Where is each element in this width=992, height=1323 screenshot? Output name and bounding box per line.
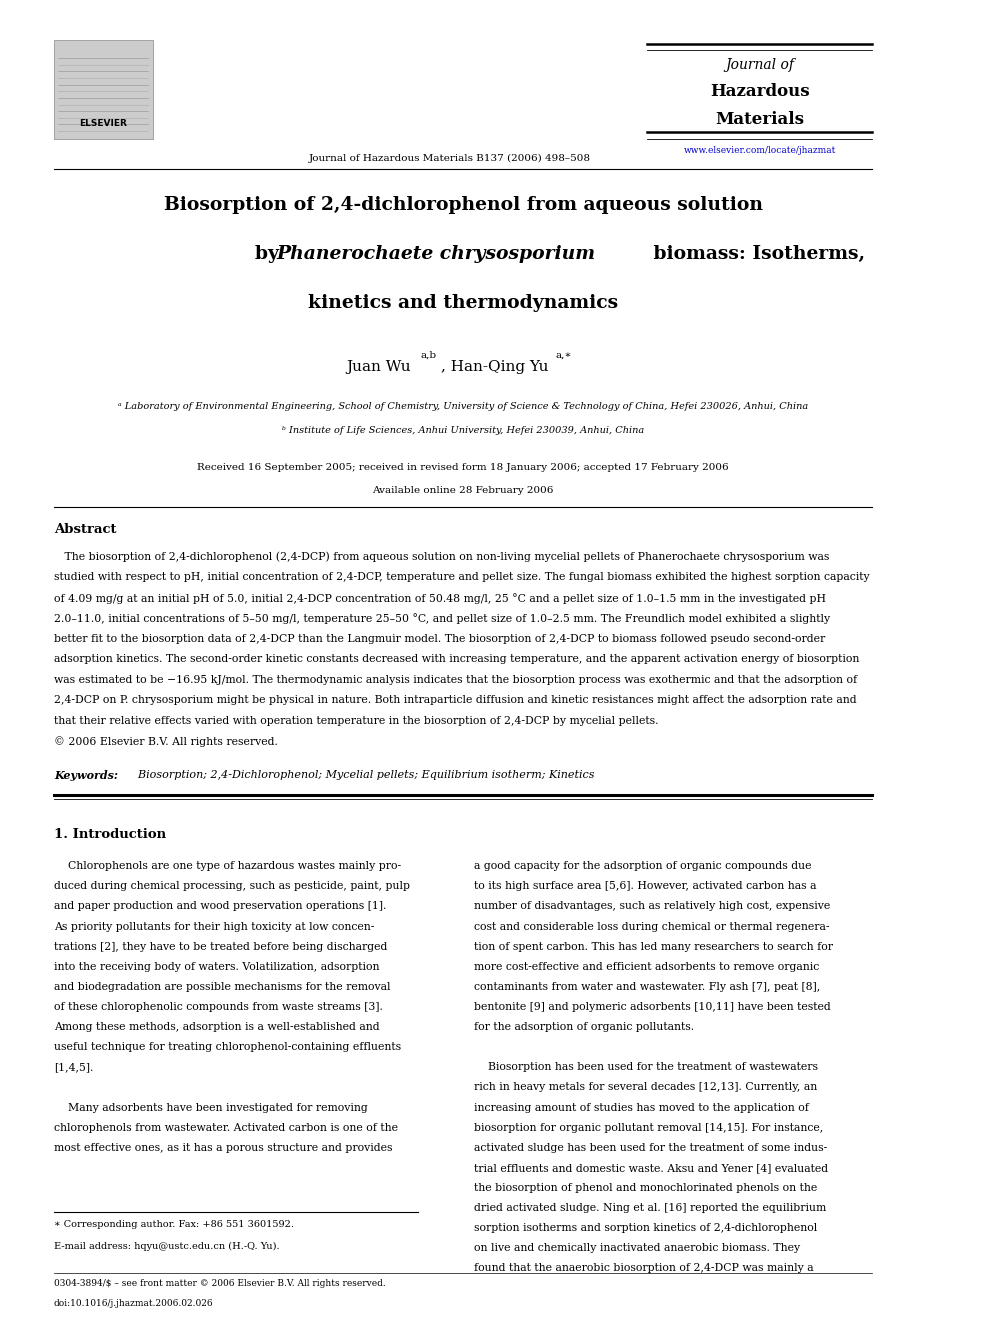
Text: kinetics and thermodynamics: kinetics and thermodynamics — [308, 294, 618, 312]
Text: most effective ones, as it has a porous structure and provides: most effective ones, as it has a porous … — [54, 1143, 393, 1152]
Text: Among these methods, adsorption is a well-established and: Among these methods, adsorption is a wel… — [54, 1023, 380, 1032]
Text: Journal of Hazardous Materials B137 (2006) 498–508: Journal of Hazardous Materials B137 (200… — [309, 153, 590, 163]
Text: that their relative effects varied with operation temperature in the biosorption: that their relative effects varied with … — [54, 716, 659, 726]
Text: more cost-effective and efficient adsorbents to remove organic: more cost-effective and efficient adsorb… — [474, 962, 819, 972]
Text: trial effluents and domestic waste. Aksu and Yener [4] evaluated: trial effluents and domestic waste. Aksu… — [474, 1163, 828, 1174]
Text: by: by — [255, 245, 286, 263]
Text: of these chlorophenolic compounds from waste streams [3].: of these chlorophenolic compounds from w… — [54, 1002, 383, 1012]
Text: contaminants from water and wastewater. Fly ash [7], peat [8],: contaminants from water and wastewater. … — [474, 982, 820, 992]
Text: increasing amount of studies has moved to the application of: increasing amount of studies has moved t… — [474, 1102, 808, 1113]
Text: Juan Wu: Juan Wu — [346, 360, 411, 374]
Text: Biosorption has been used for the treatment of wastewaters: Biosorption has been used for the treatm… — [474, 1062, 817, 1073]
Text: found that the anaerobic biosorption of 2,4-DCP was mainly a: found that the anaerobic biosorption of … — [474, 1263, 813, 1274]
Text: studied with respect to pH, initial concentration of 2,4-DCP, temperature and pe: studied with respect to pH, initial conc… — [54, 573, 870, 582]
Text: Many adsorbents have been investigated for removing: Many adsorbents have been investigated f… — [54, 1102, 368, 1113]
Text: ELSEVIER: ELSEVIER — [79, 119, 127, 128]
Text: doi:10.1016/j.jhazmat.2006.02.026: doi:10.1016/j.jhazmat.2006.02.026 — [54, 1299, 213, 1308]
Text: was estimated to be −16.95 kJ/mol. The thermodynamic analysis indicates that the: was estimated to be −16.95 kJ/mol. The t… — [54, 675, 857, 685]
Text: 2,4-DCP on P. chrysosporium might be physical in nature. Both intraparticle diff: 2,4-DCP on P. chrysosporium might be phy… — [54, 696, 856, 705]
Text: Biosorption; 2,4-Dichlorophenol; Mycelial pellets; Equilibrium isotherm; Kinetic: Biosorption; 2,4-Dichlorophenol; Mycelia… — [131, 770, 595, 781]
Text: ᵇ Institute of Life Sciences, Anhui University, Hefei 230039, Anhui, China: ᵇ Institute of Life Sciences, Anhui Univ… — [282, 426, 644, 435]
Text: a,∗: a,∗ — [556, 351, 572, 360]
Text: Journal of: Journal of — [725, 58, 795, 73]
Text: dried activated sludge. Ning et al. [16] reported the equilibrium: dried activated sludge. Ning et al. [16]… — [474, 1203, 826, 1213]
Text: 0304-3894/$ – see front matter © 2006 Elsevier B.V. All rights reserved.: 0304-3894/$ – see front matter © 2006 El… — [54, 1279, 386, 1289]
Text: biosorption for organic pollutant removal [14,15]. For instance,: biosorption for organic pollutant remova… — [474, 1123, 823, 1132]
Text: useful technique for treating chlorophenol-containing effluents: useful technique for treating chlorophen… — [54, 1043, 401, 1052]
Text: of 4.09 mg/g at an initial pH of 5.0, initial 2,4-DCP concentration of 50.48 mg/: of 4.09 mg/g at an initial pH of 5.0, in… — [54, 593, 826, 603]
Text: © 2006 Elsevier B.V. All rights reserved.: © 2006 Elsevier B.V. All rights reserved… — [54, 737, 278, 747]
Text: bentonite [9] and polymeric adsorbents [10,11] have been tested: bentonite [9] and polymeric adsorbents [… — [474, 1002, 830, 1012]
Text: a good capacity for the adsorption of organic compounds due: a good capacity for the adsorption of or… — [474, 861, 811, 872]
Text: on live and chemically inactivated anaerobic biomass. They: on live and chemically inactivated anaer… — [474, 1244, 800, 1253]
Text: trations [2], they have to be treated before being discharged: trations [2], they have to be treated be… — [54, 942, 387, 951]
Text: tion of spent carbon. This has led many researchers to search for: tion of spent carbon. This has led many … — [474, 942, 833, 951]
Text: rich in heavy metals for several decades [12,13]. Currently, an: rich in heavy metals for several decades… — [474, 1082, 817, 1093]
Text: sorption isotherms and sorption kinetics of 2,4-dichlorophenol: sorption isotherms and sorption kinetics… — [474, 1224, 817, 1233]
Text: to its high surface area [5,6]. However, activated carbon has a: to its high surface area [5,6]. However,… — [474, 881, 816, 892]
Text: Available online 28 February 2006: Available online 28 February 2006 — [372, 486, 554, 495]
Text: a,b: a,b — [421, 351, 436, 360]
Text: better fit to the biosorption data of 2,4-DCP than the Langmuir model. The bioso: better fit to the biosorption data of 2,… — [54, 634, 825, 644]
Text: and biodegradation are possible mechanisms for the removal: and biodegradation are possible mechanis… — [54, 982, 391, 992]
Text: Abstract: Abstract — [54, 523, 116, 536]
Text: 2.0–11.0, initial concentrations of 5–50 mg/l, temperature 25–50 °C, and pellet : 2.0–11.0, initial concentrations of 5–50… — [54, 614, 830, 624]
Text: for the adsorption of organic pollutants.: for the adsorption of organic pollutants… — [474, 1023, 694, 1032]
Text: number of disadvantages, such as relatively high cost, expensive: number of disadvantages, such as relativ… — [474, 901, 830, 912]
FancyBboxPatch shape — [54, 40, 153, 139]
Text: into the receiving body of waters. Volatilization, adsorption: into the receiving body of waters. Volat… — [54, 962, 380, 972]
Text: 1. Introduction: 1. Introduction — [54, 828, 166, 841]
Text: www.elsevier.com/locate/jhazmat: www.elsevier.com/locate/jhazmat — [683, 146, 836, 155]
Text: cost and considerable loss during chemical or thermal regenera-: cost and considerable loss during chemic… — [474, 922, 829, 931]
Text: Hazardous: Hazardous — [710, 83, 809, 101]
Text: biomass: Isotherms,: biomass: Isotherms, — [648, 245, 865, 263]
Text: E-mail address: hqyu@ustc.edu.cn (H.-Q. Yu).: E-mail address: hqyu@ustc.edu.cn (H.-Q. … — [54, 1242, 280, 1252]
Text: Received 16 September 2005; received in revised form 18 January 2006; accepted 1: Received 16 September 2005; received in … — [197, 463, 729, 472]
Text: Phanerochaete chrysosporium: Phanerochaete chrysosporium — [277, 245, 596, 263]
Text: adsorption kinetics. The second-order kinetic constants decreased with increasin: adsorption kinetics. The second-order ki… — [54, 655, 859, 664]
Text: ᵃ Laboratory of Environmental Engineering, School of Chemistry, University of Sc: ᵃ Laboratory of Environmental Engineerin… — [118, 402, 808, 411]
Text: activated sludge has been used for the treatment of some indus-: activated sludge has been used for the t… — [474, 1143, 827, 1152]
Text: Chlorophenols are one type of hazardous wastes mainly pro-: Chlorophenols are one type of hazardous … — [54, 861, 401, 872]
Text: ∗ Corresponding author. Fax: +86 551 3601592.: ∗ Corresponding author. Fax: +86 551 360… — [54, 1220, 294, 1229]
Text: Materials: Materials — [715, 111, 805, 128]
Text: and paper production and wood preservation operations [1].: and paper production and wood preservati… — [54, 901, 386, 912]
Text: As priority pollutants for their high toxicity at low concen-: As priority pollutants for their high to… — [54, 922, 374, 931]
Text: The biosorption of 2,4-dichlorophenol (2,4-DCP) from aqueous solution on non-liv: The biosorption of 2,4-dichlorophenol (2… — [54, 552, 829, 562]
Text: the biosorption of phenol and monochlorinated phenols on the: the biosorption of phenol and monochlori… — [474, 1183, 817, 1193]
Text: , Han-Qing Yu: , Han-Qing Yu — [440, 360, 548, 374]
Text: chlorophenols from wastewater. Activated carbon is one of the: chlorophenols from wastewater. Activated… — [54, 1123, 398, 1132]
Text: duced during chemical processing, such as pesticide, paint, pulp: duced during chemical processing, such a… — [54, 881, 410, 892]
Text: Keywords:: Keywords: — [54, 770, 118, 781]
Text: [1,4,5].: [1,4,5]. — [54, 1062, 93, 1073]
Text: Biosorption of 2,4-dichlorophenol from aqueous solution: Biosorption of 2,4-dichlorophenol from a… — [164, 196, 763, 214]
